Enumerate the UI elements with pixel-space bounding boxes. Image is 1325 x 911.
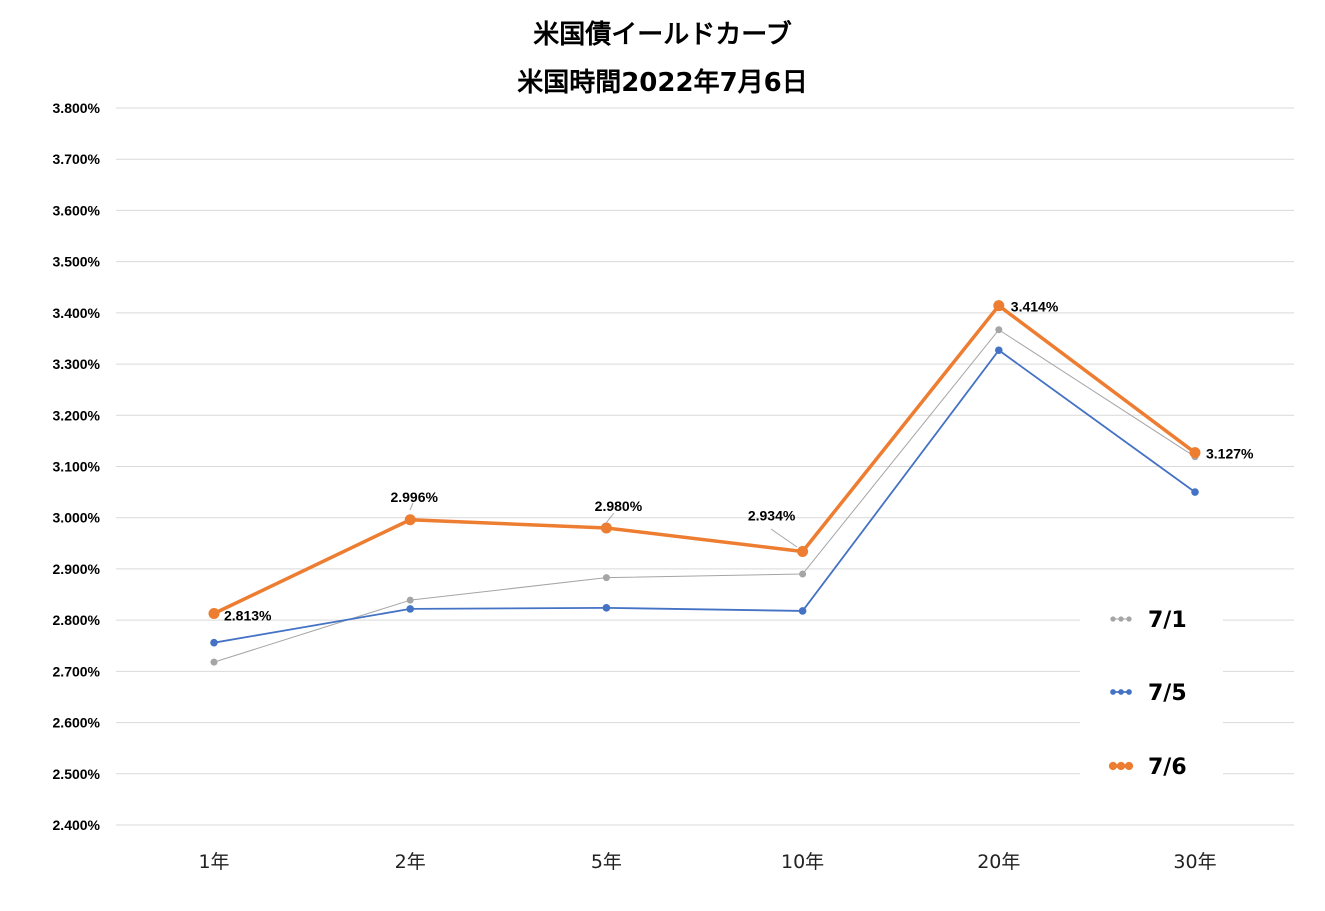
- y-tick-label: 2.600%: [53, 715, 101, 731]
- data-label: 2.996%: [390, 489, 438, 505]
- legend-swatch-marker: [1116, 761, 1126, 771]
- legend-swatch-marker: [1124, 761, 1134, 771]
- y-tick-label: 2.700%: [53, 663, 101, 679]
- data-point: [600, 522, 612, 534]
- series-line: [213, 329, 1196, 663]
- data-label-leader: [409, 502, 414, 511]
- x-tick-label: 1年: [198, 851, 229, 873]
- y-tick-label: 3.600%: [53, 202, 101, 218]
- x-tick-label: 20年: [977, 851, 1020, 873]
- data-point: [1189, 447, 1201, 459]
- x-tick-label: 10年: [781, 851, 824, 873]
- y-tick-label: 2.500%: [53, 766, 101, 782]
- y-tick-label: 2.400%: [53, 817, 101, 833]
- data-point: [602, 604, 611, 612]
- x-tick-label: 5年: [591, 851, 622, 873]
- data-point: [993, 300, 1005, 312]
- data-point: [602, 574, 610, 582]
- legend-swatch-marker: [1110, 689, 1116, 695]
- data-label: 2.934%: [748, 508, 796, 524]
- data-point: [210, 638, 218, 647]
- legend-swatch-marker: [1110, 616, 1116, 622]
- legend-swatch-marker: [1118, 616, 1124, 622]
- legend-swatch-marker: [1126, 689, 1132, 695]
- data-label: 3.414%: [1011, 299, 1059, 315]
- y-tick-label: 3.800%: [53, 100, 101, 116]
- chart-title: 米国債イールドカーブ: [533, 20, 792, 50]
- series-7-5: [210, 346, 1199, 647]
- legend: 7/1 7/5 7/6: [1080, 592, 1223, 802]
- data-label-leader: [605, 512, 615, 524]
- x-tick-label: 2年: [395, 851, 426, 873]
- y-tick-label: 3.200%: [53, 407, 101, 423]
- data-point: [797, 546, 809, 558]
- data-label: 3.127%: [1206, 446, 1254, 462]
- series-line: [213, 303, 1197, 616]
- data-point: [798, 607, 807, 615]
- y-tick-label: 3.000%: [53, 510, 101, 526]
- data-label: 2.980%: [595, 498, 643, 514]
- y-tick-label: 3.400%: [53, 305, 101, 321]
- data-label: 2.813%: [224, 607, 272, 623]
- series-7-6: [208, 300, 1201, 619]
- series-7-1: [210, 326, 1199, 666]
- series-line: [213, 349, 1196, 644]
- legend-label: 7/1: [1148, 608, 1187, 633]
- data-point: [1191, 488, 1199, 496]
- y-tick-label: 2.800%: [53, 612, 101, 628]
- legend-label: 7/5: [1148, 681, 1187, 706]
- y-tick-label: 3.300%: [53, 356, 101, 372]
- y-tick-label: 3.500%: [53, 254, 101, 270]
- x-tick-label: 30年: [1173, 851, 1216, 873]
- legend-item: 7/6: [1108, 755, 1187, 780]
- data-label-leader: [770, 528, 798, 548]
- legend-swatch-marker: [1108, 761, 1118, 771]
- legend-swatch-marker: [1118, 689, 1124, 695]
- legend-background: [1080, 592, 1223, 802]
- data-point: [799, 570, 807, 578]
- chart-subtitle: 米国時間2022年7月6日: [517, 68, 808, 98]
- data-point: [995, 346, 1003, 355]
- data-point: [210, 658, 218, 666]
- y-tick-label: 2.900%: [53, 561, 101, 577]
- legend-item: 7/5: [1110, 681, 1187, 706]
- y-tick-label: 3.700%: [53, 151, 101, 167]
- data-point: [406, 605, 415, 613]
- data-point: [404, 514, 416, 526]
- legend-item: 7/1: [1110, 608, 1187, 633]
- data-point: [208, 607, 220, 619]
- data-point: [995, 326, 1003, 334]
- legend-label: 7/6: [1148, 755, 1187, 780]
- legend-swatch-marker: [1126, 616, 1132, 622]
- y-tick-label: 3.100%: [53, 459, 101, 475]
- data-point: [406, 596, 414, 604]
